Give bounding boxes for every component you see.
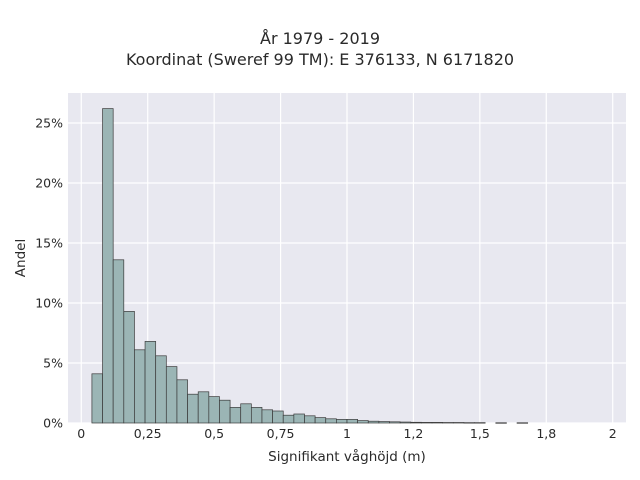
histogram-bar [378, 421, 390, 424]
histogram-bar [389, 421, 401, 424]
histogram-bar [325, 418, 337, 424]
histogram-bar [367, 420, 380, 424]
histogram-bar [314, 417, 327, 424]
x-tick-label: 0,25 [134, 426, 162, 441]
histogram-bar [240, 403, 252, 424]
x-tick-label: 0 [77, 426, 85, 441]
histogram-bar [123, 311, 135, 424]
x-tick-label: 1,8 [536, 426, 556, 441]
histogram-bar [134, 349, 146, 424]
chart-title: År 1979 - 2019 [260, 29, 380, 48]
histogram-bar [250, 407, 263, 424]
x-tick-label: 1,2 [403, 426, 423, 441]
x-tick-label: 0,75 [267, 426, 295, 441]
x-axis-title: Signifikant våghöjd (m) [268, 448, 426, 465]
histogram-bar [282, 414, 295, 424]
histogram-bar [176, 379, 188, 424]
histogram-bar [442, 422, 454, 424]
histogram-bar [91, 373, 103, 424]
histogram-bar [495, 422, 507, 424]
histogram-bar [155, 355, 167, 424]
y-tick-label: 0% [43, 416, 63, 431]
histogram-bar [421, 422, 433, 424]
histogram-bar [431, 422, 444, 424]
histogram-bars [91, 108, 529, 424]
y-tick-label: 15% [35, 236, 63, 251]
histogram-bar [219, 399, 231, 424]
histogram-bar [357, 420, 369, 424]
x-tick-labels: 0 0,25 0,5 0,75 1 1,2 1,5 1,8 2 [77, 426, 616, 441]
y-tick-label: 10% [35, 296, 63, 311]
histogram-bar [336, 419, 348, 424]
histogram-bar [399, 421, 412, 424]
histogram-bar [112, 259, 125, 424]
chart-subtitle: Koordinat (Sweref 99 TM): E 376133, N 61… [125, 50, 515, 69]
y-tick-label: 20% [35, 176, 63, 191]
histogram-bar [102, 108, 114, 424]
histogram-bar [304, 415, 316, 424]
histogram-bar [187, 393, 199, 424]
histogram-bar [293, 413, 305, 424]
histogram-bar [261, 409, 273, 424]
x-tick-label: 0,5 [204, 426, 224, 441]
histogram-bar [452, 422, 465, 424]
y-axis-title: Andel [13, 239, 29, 277]
histogram-bar [197, 391, 210, 424]
histogram-bar [229, 407, 242, 424]
y-tick-labels: 0% 5% 10% 15% 20% 25% [35, 116, 63, 431]
histogram-bar [463, 422, 475, 424]
histogram-bar [165, 366, 178, 424]
histogram-bar [516, 422, 529, 424]
histogram-bar [346, 419, 358, 424]
x-tick-label: 1 [343, 426, 351, 441]
histogram-bar [144, 341, 157, 424]
x-tick-label: 1,5 [470, 426, 490, 441]
y-tick-label: 25% [35, 116, 63, 131]
x-tick-label: 2 [609, 426, 617, 441]
histogram-bar [208, 396, 220, 424]
histogram-bar [474, 422, 486, 424]
x-gridlines [80, 93, 614, 423]
histogram-bar [410, 421, 422, 424]
y-tick-label: 5% [43, 356, 63, 371]
histogram-bar [272, 410, 284, 424]
